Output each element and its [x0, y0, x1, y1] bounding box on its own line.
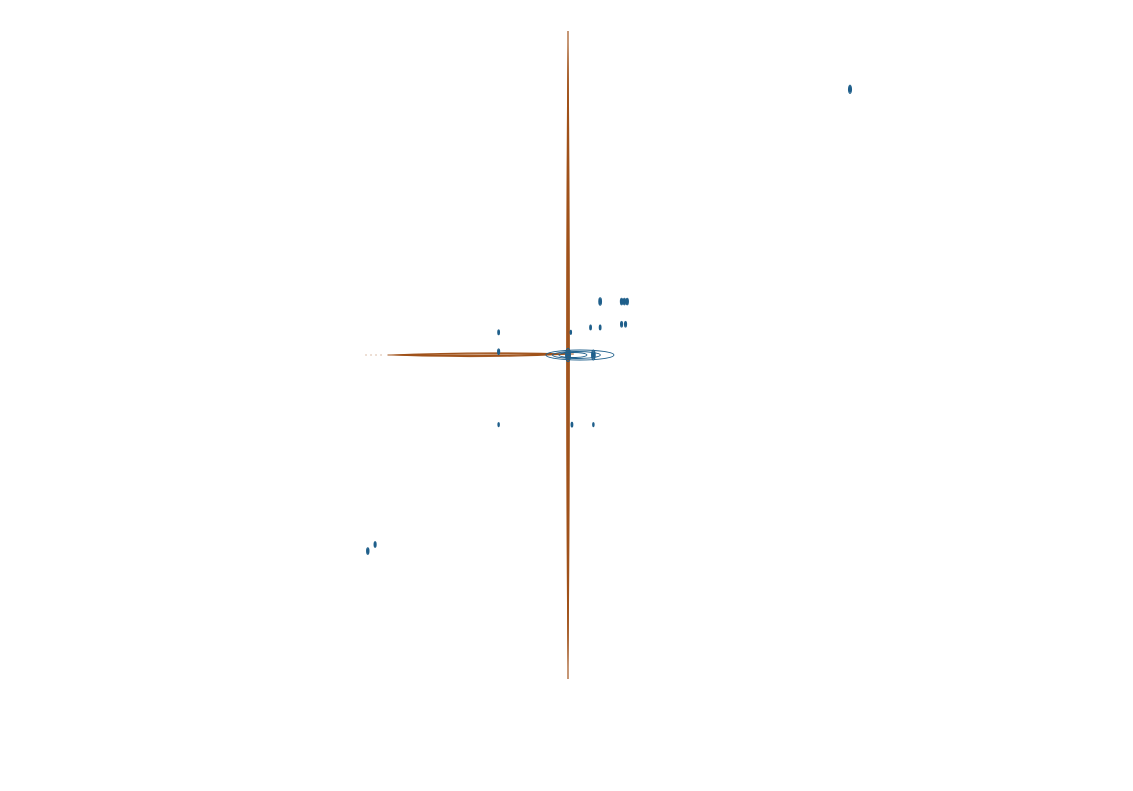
- central-peak-spread: [545, 349, 615, 361]
- cross-peak-11: [569, 329, 573, 335]
- peak-contour: [497, 330, 500, 335]
- peak-contour: [564, 347, 572, 363]
- cross-peak-14: [497, 422, 500, 428]
- cross-peak-8: [598, 324, 602, 331]
- peak-contour: [847, 84, 853, 94]
- ridge-contour: [387, 353, 574, 356]
- cross-peak-16: [592, 422, 595, 428]
- peak-contour: [366, 548, 370, 554]
- peak-contour: [551, 351, 601, 359]
- peak-contour: [592, 422, 595, 428]
- cross-peak-2: [847, 84, 853, 94]
- peak-contour: [497, 349, 500, 355]
- peak-contour: [591, 351, 596, 359]
- cross-peak-15: [570, 421, 574, 428]
- peak-contour: [625, 298, 629, 305]
- peak-contour: [558, 352, 588, 358]
- peak-contour: [848, 85, 852, 93]
- peak-contour: [620, 298, 623, 305]
- peak-contour: [624, 321, 627, 327]
- cross-peak-1: [591, 349, 596, 361]
- cross-peak-layer: [366, 84, 853, 555]
- cross-peak-6: [625, 297, 629, 306]
- cross-peak-3: [598, 297, 603, 306]
- cross-peak-17: [366, 547, 370, 555]
- peak-contour: [592, 352, 595, 358]
- peak-contour: [373, 542, 377, 548]
- cross-peak-9: [620, 320, 624, 328]
- peak-contour: [566, 353, 570, 357]
- ridge-layer: [365, 30, 574, 680]
- cross-peak-18: [373, 541, 377, 548]
- peak-contour: [623, 298, 626, 305]
- peak-contour: [545, 349, 615, 361]
- cross-peak-13: [497, 348, 501, 356]
- cross-peak-4: [619, 297, 624, 306]
- cross-peak-7: [589, 324, 592, 331]
- peak-contour: [570, 421, 574, 428]
- cross-peak-10: [623, 320, 628, 328]
- peak-contour: [569, 329, 573, 335]
- diagonal-ridge-1: [365, 352, 574, 358]
- cross-peak-5: [622, 297, 627, 306]
- peak-contour: [589, 325, 592, 330]
- cross-peak-12: [497, 329, 501, 336]
- peak-contour: [620, 321, 623, 327]
- peak-contour: [497, 422, 500, 428]
- peak-contour: [598, 298, 602, 305]
- peak-contour: [598, 324, 602, 331]
